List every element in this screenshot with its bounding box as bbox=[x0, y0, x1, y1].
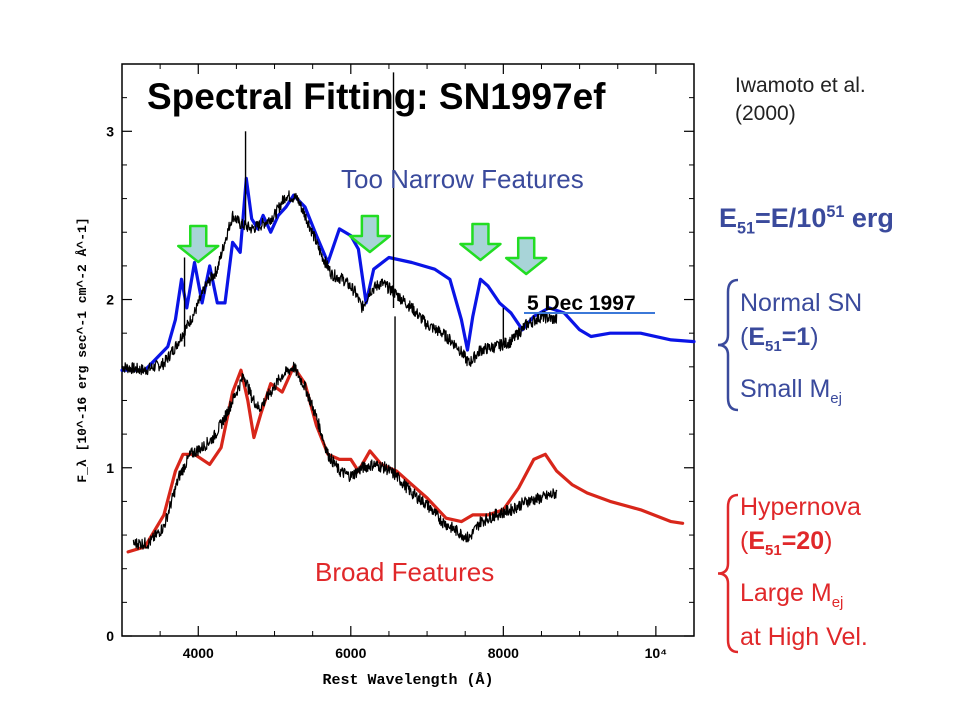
y-tick-label: 1 bbox=[106, 460, 114, 476]
citation-line1: Iwamoto et al. bbox=[735, 74, 866, 97]
slide-title: Spectral Fitting: SN1997ef bbox=[147, 76, 606, 117]
down-arrow-icon bbox=[348, 214, 392, 254]
down-arrow-icon bbox=[504, 236, 548, 276]
x-axis-label: Rest Wavelength (Å) bbox=[322, 672, 493, 689]
y-tick-label: 3 bbox=[106, 123, 114, 139]
formula-sup: 51 bbox=[826, 203, 845, 221]
label-broad: Broad Features bbox=[315, 557, 495, 587]
y-tick-label: 2 bbox=[106, 292, 114, 308]
series-normal_model bbox=[120, 176, 696, 372]
formula-end: erg bbox=[844, 203, 894, 233]
label-too-narrow: Too Narrow Features bbox=[341, 164, 584, 194]
x-tick-label: 6000 bbox=[335, 645, 366, 661]
hyper-line3: Large Mej bbox=[740, 579, 844, 611]
formula-sub: 51 bbox=[737, 219, 756, 238]
hyper-line2: (E51=20) bbox=[740, 527, 833, 559]
hypernova-note: Hypernova (E51=20) Large Mej at High Vel… bbox=[740, 490, 868, 654]
y-axis-label: F_λ [10^-16 erg sec^-1 cm^-2 Å^-1] bbox=[75, 217, 90, 482]
y-tick-label: 0 bbox=[106, 628, 114, 644]
normal-sn-note: Normal SN (E51=1) Small Mej bbox=[740, 286, 862, 416]
series-hypernova_model bbox=[126, 365, 685, 554]
hyper-line1: Hypernova bbox=[740, 493, 861, 521]
normal-line1: Normal SN bbox=[740, 289, 863, 317]
down-arrow-icon bbox=[177, 224, 220, 264]
brace-hypernova bbox=[717, 493, 739, 654]
brace-normal-sn bbox=[717, 278, 739, 412]
down-arrow-icon bbox=[459, 222, 502, 262]
date-label: 5 Dec 1997 bbox=[527, 292, 636, 315]
energy-formula: E51=E/1051 erg bbox=[719, 203, 894, 238]
plot-frame bbox=[121, 63, 695, 637]
x-tick-label: 10⁴ bbox=[645, 645, 668, 661]
citation-line2: (2000) bbox=[735, 102, 796, 125]
formula-mid: =E/10 bbox=[755, 203, 827, 233]
x-tick-label: 8000 bbox=[488, 645, 519, 661]
x-tick-label: 4000 bbox=[183, 645, 214, 661]
normal-line2: (E51=1) bbox=[740, 323, 819, 355]
hyper-line4: at High Vel. bbox=[740, 623, 868, 651]
citation: Iwamoto et al. (2000) bbox=[735, 72, 935, 128]
series-observed_lower bbox=[132, 361, 558, 550]
series-observed_upper bbox=[121, 190, 558, 376]
normal-line3: Small Mej bbox=[740, 375, 842, 407]
formula-e: E bbox=[719, 203, 738, 233]
